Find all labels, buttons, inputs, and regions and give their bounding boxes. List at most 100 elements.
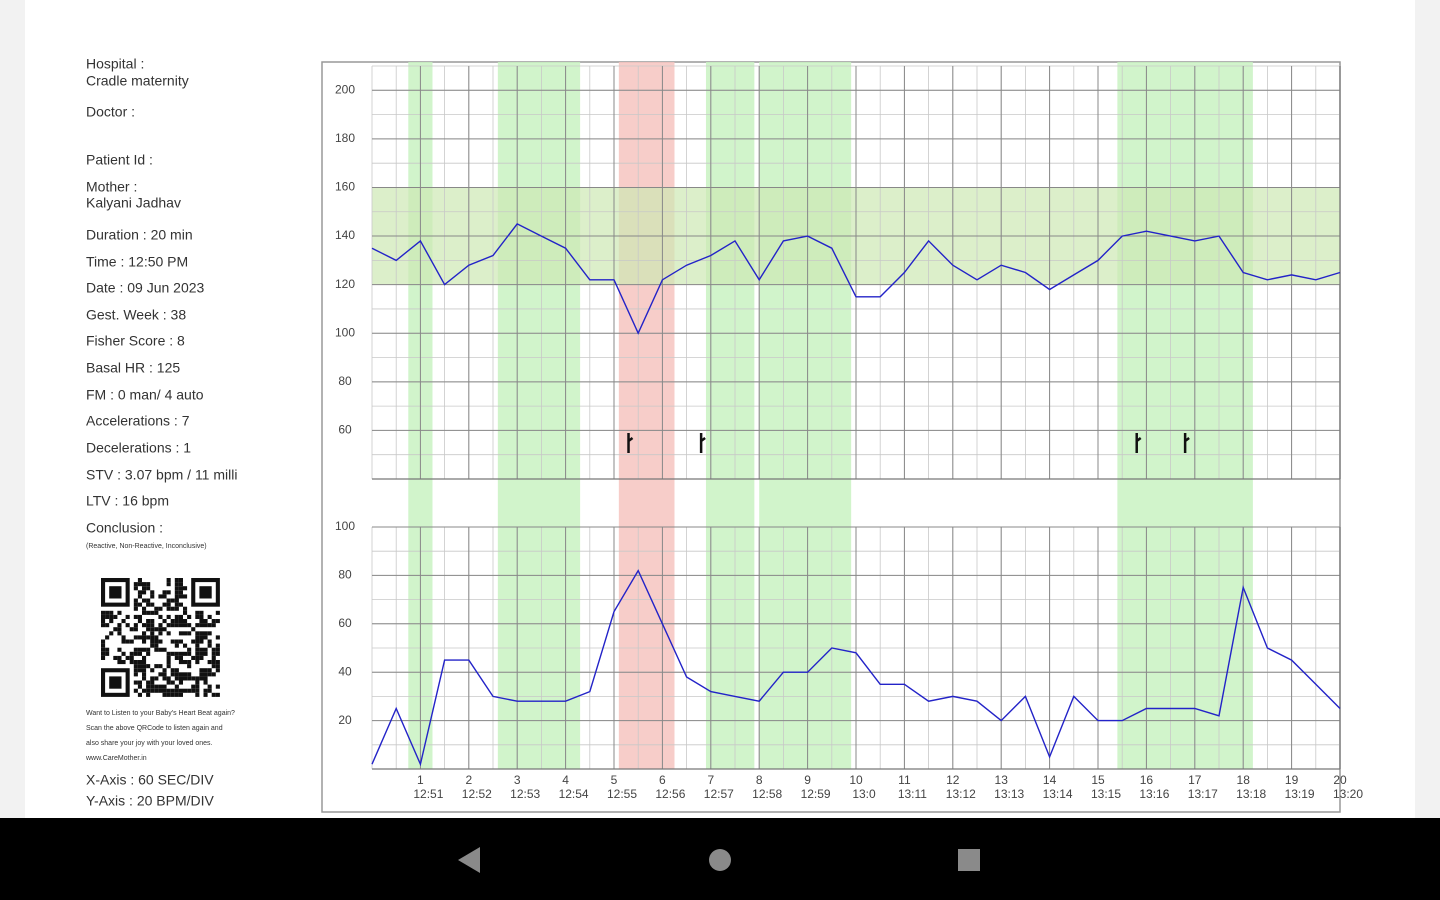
qr-cell: [166, 692, 171, 697]
qr-cell: [117, 660, 122, 665]
qr-cell: [195, 647, 200, 652]
x-tick-label: 11: [898, 773, 911, 787]
qr-cell: [170, 639, 175, 644]
qr-cell: [146, 582, 151, 587]
x-tick-label: 2: [465, 773, 472, 787]
qr-cell: [170, 688, 175, 693]
qr-cell: [178, 655, 183, 660]
info-line: Hospital :: [86, 56, 144, 72]
qr-cell: [142, 655, 147, 660]
info-line: LTV : 16 bpm: [86, 493, 169, 509]
qr-cell: [142, 590, 147, 595]
qr-cell: [137, 582, 142, 587]
qr-cell: [142, 688, 147, 693]
qr-cell: [187, 660, 192, 665]
y-tick-label: 80: [338, 568, 352, 582]
qr-cell: [150, 643, 155, 648]
qr-cell: [170, 672, 175, 677]
qr-cell: [158, 594, 163, 599]
x-tick-time: 13:11: [898, 787, 927, 801]
qr-cell: [170, 606, 175, 611]
qr-cell: [137, 614, 142, 619]
qr-cell: [183, 610, 188, 615]
qr-cell: [191, 655, 196, 660]
qr-cell: [158, 623, 163, 628]
qr-code: [101, 577, 220, 697]
y-tick-label: 60: [338, 423, 352, 437]
qr-cell: [133, 582, 138, 587]
back-button[interactable]: [458, 847, 480, 873]
qr-cell: [174, 586, 179, 591]
qr-cell: [174, 619, 179, 624]
qr-cell: [150, 602, 155, 607]
qr-cell: [150, 619, 155, 624]
recents-button[interactable]: [958, 849, 980, 871]
qr-cell: [133, 614, 138, 619]
y-tick-label: 160: [335, 180, 355, 194]
qr-cell: [133, 623, 138, 628]
qr-cell: [166, 578, 171, 583]
info-line: Mother :: [86, 179, 137, 195]
info-line: Time : 12:50 PM: [86, 254, 188, 270]
qr-cell: [187, 672, 192, 677]
home-button[interactable]: [709, 849, 731, 871]
qr-cell: [133, 635, 138, 640]
qr-cell: [166, 623, 171, 628]
qr-cell: [137, 635, 142, 640]
qr-cell: [162, 676, 167, 681]
qr-cell: [121, 619, 126, 624]
qr-cell: [142, 676, 147, 681]
qr-cell: [133, 660, 138, 665]
qr-cell: [183, 586, 188, 591]
qr-cell: [125, 614, 130, 619]
x-tick-time: 13:15: [1091, 787, 1121, 801]
qr-cell: [170, 598, 175, 603]
qr-cell: [170, 692, 175, 697]
qr-cell: [174, 676, 179, 681]
qr-cell: [162, 594, 167, 599]
qr-cell: [137, 651, 142, 656]
y-tick-label: 100: [335, 519, 355, 533]
qr-cell: [117, 623, 122, 628]
qr-finder: [101, 668, 130, 697]
qr-cell: [203, 688, 208, 693]
qr-cell: [215, 635, 220, 640]
qr-cell: [183, 688, 188, 693]
qr-cell: [166, 651, 171, 656]
qr-cell: [109, 619, 114, 624]
qr-cell: [174, 614, 179, 619]
qr-cell: [154, 643, 159, 648]
qr-cell: [154, 684, 159, 689]
qr-cell: [178, 631, 183, 636]
qr-cell: [178, 594, 183, 599]
qr-cell: [211, 619, 216, 624]
qr-cell: [199, 655, 204, 660]
qr-cell: [133, 651, 138, 656]
qr-cell: [105, 635, 110, 640]
qr-cell: [207, 623, 212, 628]
qr-cell: [195, 623, 200, 628]
qr-cell: [191, 684, 196, 689]
qr-cell: [203, 676, 208, 681]
y-tick-label: 140: [335, 228, 355, 242]
x-tick-time: 13:13: [994, 787, 1024, 801]
qr-cell: [178, 651, 183, 656]
y-tick-label: 40: [338, 664, 352, 678]
qr-cell: [129, 655, 134, 660]
y-tick-label: 100: [335, 325, 355, 339]
fm-marker: [627, 433, 634, 453]
qr-cell: [150, 680, 155, 685]
qr-cell: [203, 672, 208, 677]
info-line: FM : 0 man/ 4 auto: [86, 387, 204, 403]
qr-cell: [203, 651, 208, 656]
qr-cell: [146, 627, 151, 632]
qr-cell: [146, 684, 151, 689]
qr-cell: [109, 610, 114, 615]
qr-cell: [207, 660, 212, 665]
qr-cell: [142, 635, 147, 640]
qr-cell: [199, 672, 204, 677]
qr-cell: [113, 614, 118, 619]
qr-cell: [150, 623, 155, 628]
x-tick-time: 13:0: [852, 787, 876, 801]
